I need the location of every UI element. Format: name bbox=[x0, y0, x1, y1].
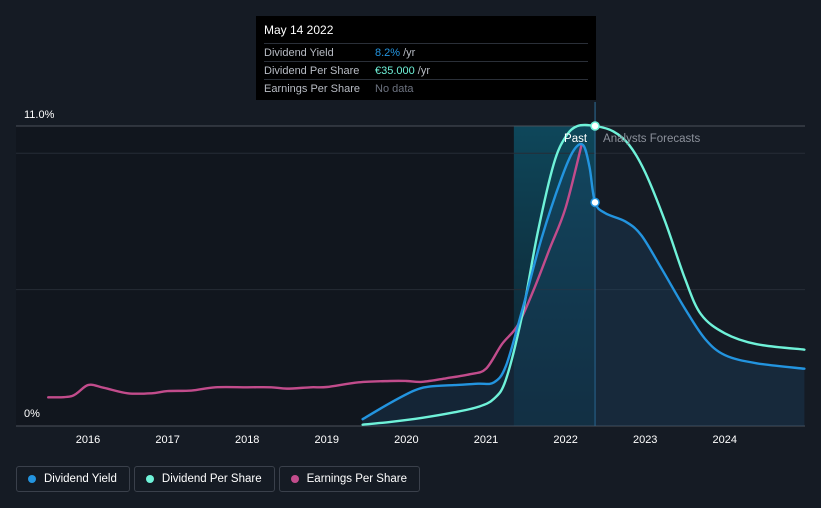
tooltip-date: May 14 2022 bbox=[264, 23, 334, 37]
legend-item-dividend-yield[interactable]: Dividend Yield bbox=[16, 466, 130, 492]
tooltip-value: €35.000 bbox=[375, 64, 415, 77]
tooltip-label: Dividend Yield bbox=[264, 46, 334, 59]
legend-item-dividend-per-share[interactable]: Dividend Per Share bbox=[133, 466, 275, 492]
dividend-per-share-marker bbox=[590, 121, 600, 131]
x-tick-label: 2018 bbox=[235, 434, 259, 446]
past-background bbox=[16, 126, 596, 426]
tooltip-row-dividend-per-share: Dividend Per Share €35.000 /yr bbox=[264, 61, 588, 79]
dividend-yield-area bbox=[362, 144, 805, 426]
past-label: Past bbox=[564, 133, 588, 145]
tooltip-value: No data bbox=[375, 82, 414, 95]
tooltip-row-dividend-yield: Dividend Yield 8.2% /yr bbox=[264, 43, 588, 61]
legend-item-earnings-per-share[interactable]: Earnings Per Share bbox=[278, 466, 420, 492]
x-tick-label: 2023 bbox=[633, 434, 657, 446]
tooltip-unit: /yr bbox=[403, 46, 416, 59]
tooltip-unit: /yr bbox=[417, 64, 430, 77]
tooltip: May 14 2022 Dividend Yield 8.2% /yr Divi… bbox=[256, 16, 596, 100]
dividend-yield-marker bbox=[590, 197, 600, 208]
earnings-per-share-line bbox=[47, 143, 583, 399]
legend-dot-icon bbox=[28, 475, 36, 483]
dividend-yield-line bbox=[361, 142, 806, 421]
x-tick-label: 2016 bbox=[76, 434, 100, 446]
forecast-label: Analysts Forecasts bbox=[603, 133, 700, 145]
tooltip-label: Earnings Per Share bbox=[264, 82, 360, 95]
x-tick-label: 2017 bbox=[155, 434, 179, 446]
x-tick-label: 2024 bbox=[713, 434, 737, 446]
x-tick-label: 2019 bbox=[315, 434, 339, 446]
past-highlight-band bbox=[513, 126, 596, 426]
x-tick-label: 2022 bbox=[553, 434, 577, 446]
legend: Dividend Yield Dividend Per Share Earnin… bbox=[16, 466, 424, 492]
tooltip-row-earnings-per-share: Earnings Per Share No data bbox=[264, 79, 588, 97]
tooltip-value: 8.2% bbox=[375, 46, 401, 59]
x-tick-label: 2021 bbox=[474, 434, 498, 446]
legend-label: Dividend Yield bbox=[44, 473, 117, 485]
legend-label: Earnings Per Share bbox=[306, 473, 407, 485]
y-axis-label-min: 0% bbox=[24, 408, 40, 420]
tooltip-label: Dividend Per Share bbox=[264, 64, 360, 77]
y-axis-label-max: 11.0% bbox=[24, 109, 55, 121]
legend-dot-icon bbox=[145, 475, 154, 483]
x-tick-label: 2020 bbox=[394, 434, 418, 446]
legend-dot-icon bbox=[290, 475, 299, 483]
legend-label: Dividend Per Share bbox=[161, 473, 262, 485]
dividend-per-share-line bbox=[361, 123, 806, 426]
